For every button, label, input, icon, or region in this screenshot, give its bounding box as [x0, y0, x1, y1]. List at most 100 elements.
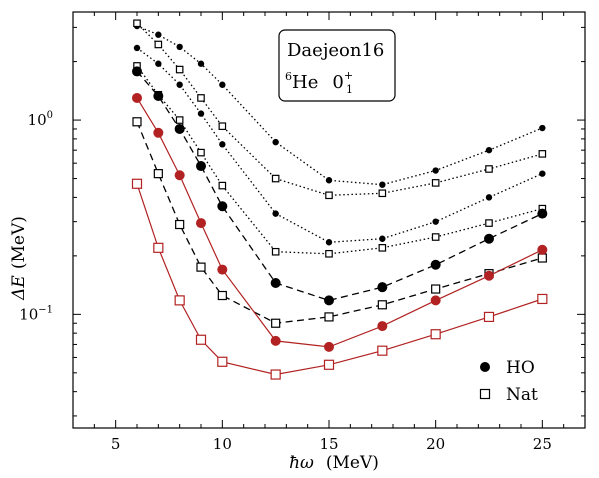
x-tick-label: 25: [533, 435, 552, 453]
y-axis-title: ΔE (MeV): [9, 216, 29, 301]
data-point-nat: [378, 244, 387, 252]
data-point-ho: [539, 124, 546, 132]
annotation-state: 0: [332, 72, 343, 93]
data-point-nat: [175, 116, 184, 124]
data-point-ho: [432, 167, 439, 174]
data-point-ho: [270, 277, 281, 288]
data-point-nat: [325, 249, 333, 258]
data-point-ho: [324, 295, 334, 306]
data-point-nat: [324, 312, 334, 322]
data-point-ho: [217, 264, 228, 275]
y-axis-unit: (MeV): [9, 216, 29, 269]
data-point-ho: [430, 259, 441, 270]
x-tick-label: 15: [319, 435, 338, 453]
legend: HO Nat: [479, 358, 538, 405]
data-point-nat: [431, 233, 440, 241]
legend-marker-nat: [479, 388, 491, 400]
data-point-ho: [485, 194, 493, 201]
series-5-ho: [132, 66, 548, 306]
data-point-ho: [325, 239, 333, 246]
data-point-nat: [325, 191, 333, 200]
data-point-ho: [176, 81, 183, 88]
x-axis-title: ħω (MeV): [289, 453, 379, 473]
annotation-nucleus: He: [292, 72, 318, 93]
annotation-state-sup: +: [344, 69, 353, 82]
data-point-ho: [379, 235, 386, 242]
data-point-nat: [196, 262, 206, 272]
data-point-ho: [537, 244, 548, 255]
x-tick-label: 10: [213, 435, 232, 453]
data-point-ho: [537, 208, 548, 219]
series-3-ho: [133, 44, 546, 246]
y-axis-symbol: ΔE: [9, 275, 29, 301]
data-point-nat: [197, 94, 205, 102]
axis-ticks: 5 10 15 20 25 100 10−1: [19, 12, 585, 453]
data-point-ho: [197, 60, 205, 67]
legend-marker-ho: [480, 362, 490, 372]
data-point-nat: [537, 253, 547, 263]
data-point-nat: [195, 334, 207, 345]
data-point-ho: [132, 92, 142, 103]
data-point-ho: [270, 335, 281, 346]
data-point-nat: [175, 219, 185, 230]
data-point-ho: [153, 91, 164, 102]
series-line: [136, 22, 543, 196]
data-point-ho: [174, 170, 185, 181]
series-1-ho: [133, 22, 546, 188]
data-point-nat: [271, 318, 281, 328]
data-point-nat: [132, 117, 142, 127]
data-point-nat: [431, 179, 440, 187]
data-point-ho: [484, 233, 494, 244]
series-line: [136, 65, 543, 255]
x-axis-symbol: ħω: [289, 453, 314, 473]
data-point-ho: [377, 282, 388, 293]
x-axis-unit: (MeV): [326, 453, 379, 473]
y-tick-label: 10−1: [19, 304, 53, 323]
data-point-nat: [174, 295, 185, 306]
data-point-ho: [133, 44, 141, 52]
data-point-ho: [176, 43, 183, 51]
data-point-nat: [270, 369, 281, 380]
data-point-ho: [379, 181, 386, 188]
data-point-nat: [430, 329, 441, 340]
data-point-ho: [377, 321, 388, 332]
data-point-nat: [217, 290, 227, 301]
data-point-nat: [537, 293, 548, 305]
data-point-ho: [272, 138, 279, 146]
series-7-ho: [132, 92, 548, 352]
data-point-ho: [485, 146, 493, 154]
data-point-nat: [133, 19, 141, 28]
data-point-nat: [377, 300, 387, 310]
data-point-nat: [154, 40, 163, 49]
data-point-ho: [272, 210, 279, 217]
data-point-ho: [196, 161, 206, 172]
data-point-nat: [323, 359, 335, 370]
series-6-nat: [132, 117, 547, 328]
data-point-ho: [132, 66, 142, 77]
data-point-ho: [155, 60, 162, 67]
data-point-nat: [217, 356, 228, 367]
data-point-nat: [271, 247, 280, 256]
data-point-nat: [175, 65, 184, 74]
data-point-ho: [484, 270, 494, 281]
legend-label-ho: HO: [506, 358, 535, 378]
annotation-line-1: Daejeon16: [287, 40, 384, 61]
series-2-nat: [133, 19, 547, 200]
data-point-ho: [539, 170, 546, 177]
data-point-ho: [432, 218, 439, 225]
data-point-nat: [131, 178, 143, 189]
data-point-ho: [324, 341, 334, 352]
data-point-ho: [217, 201, 228, 212]
data-point-ho: [219, 81, 226, 88]
data-point-nat: [378, 189, 387, 198]
data-point-ho: [197, 110, 205, 117]
x-tick-label: 20: [426, 435, 445, 453]
data-point-nat: [431, 284, 441, 294]
x-tick-label: 5: [111, 435, 121, 453]
series-line: [136, 47, 543, 243]
annotation-state-sub: 1: [346, 83, 353, 96]
data-point-nat: [153, 169, 163, 179]
data-point-nat: [271, 174, 280, 183]
series-8-nat: [131, 178, 548, 380]
